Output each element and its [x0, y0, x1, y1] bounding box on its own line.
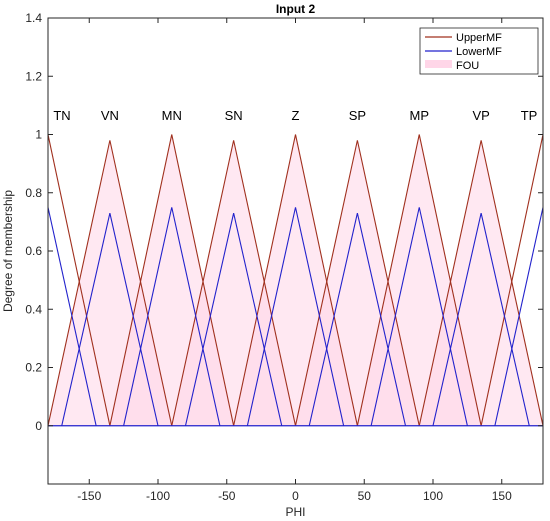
x-tick-layer: -150 -100 -50 0 50 100 150 — [77, 18, 512, 503]
upper-mf-sp — [294, 140, 420, 426]
lower-mf-tn — [47, 207, 97, 426]
upper-mf-tp — [480, 134, 544, 426]
mf-label-sp: SP — [349, 108, 366, 123]
y-axis-label: Degree of membership — [1, 190, 15, 312]
mf-label-sn: SN — [225, 108, 243, 123]
lower-mf-layer — [47, 207, 544, 427]
lower-mf-mp — [370, 207, 468, 426]
mf-label-mn: MN — [162, 108, 182, 123]
y-tick-label: 1 — [35, 128, 42, 142]
legend-label-lower: LowerMF — [456, 46, 502, 58]
y-tick-label: 0.8 — [25, 186, 42, 200]
fou-vp — [419, 140, 543, 426]
mf-label-layer: TN VN MN SN Z SP MP VP TP — [53, 108, 537, 123]
mf-label-mp: MP — [410, 108, 430, 123]
y-tick-label: 1.2 — [25, 69, 42, 83]
mf-label-vn: VN — [101, 108, 119, 123]
chart-title: Input 2 — [276, 2, 316, 16]
mf-label-tp: TP — [521, 108, 538, 123]
lower-mf-z — [246, 207, 345, 426]
legend-label-fou: FOU — [456, 60, 479, 72]
lower-mf-mn — [123, 207, 221, 426]
y-tick-label: 1.4 — [25, 11, 42, 25]
y-tick-label: 0.4 — [25, 302, 42, 316]
x-tick-label: 0 — [292, 489, 299, 503]
upper-mf-tn — [47, 134, 111, 426]
x-tick-label: -50 — [218, 489, 236, 503]
y-tick-label: 0 — [35, 419, 42, 433]
x-tick-label: -150 — [77, 489, 101, 503]
upper-mf-vn — [47, 140, 173, 426]
lower-mf-sp — [308, 213, 407, 426]
y-tick-label: 0.2 — [25, 361, 42, 375]
x-tick-label: -100 — [146, 489, 170, 503]
mf-label-vp: VP — [472, 108, 489, 123]
y-tick-layer: 0 0.2 0.4 0.6 0.8 1 1.2 1.4 — [25, 11, 543, 433]
lower-mf-tp — [494, 207, 544, 426]
lower-mf-sn — [184, 213, 283, 426]
upper-mf-mp — [356, 134, 482, 426]
legend-swatch-fou — [425, 60, 452, 68]
x-tick-label: 50 — [358, 489, 372, 503]
lower-mf-vp — [432, 213, 530, 426]
x-axis-label: PHI — [285, 505, 305, 519]
upper-mf-layer — [47, 134, 544, 426]
mf-label-tn: TN — [53, 108, 70, 123]
upper-mf-z — [233, 134, 358, 426]
upper-mf-vp — [418, 140, 544, 426]
y-tick-label: 0.6 — [25, 244, 42, 258]
upper-mf-sn — [171, 140, 297, 426]
mf-label-z: Z — [292, 108, 300, 123]
fou-layer — [48, 134, 543, 426]
legend: UpperMF LowerMF FOU — [419, 27, 539, 75]
lower-mf-vn — [61, 213, 159, 426]
x-tick-label: 100 — [423, 489, 443, 503]
upper-mf-mn — [109, 134, 235, 426]
x-tick-label: 150 — [492, 489, 512, 503]
legend-label-upper: UpperMF — [456, 32, 502, 44]
